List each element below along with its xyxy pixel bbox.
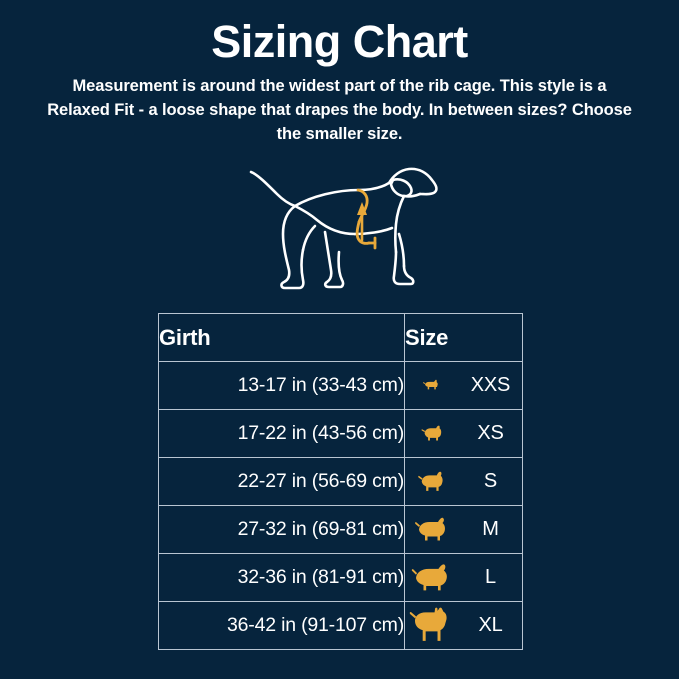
dog-profile-icon: [249, 167, 438, 289]
dog-silhouette-xl-icon: [405, 604, 457, 648]
size-cell: L: [404, 553, 523, 602]
table-body: 13-17 in (33-43 cm) XXS: [158, 361, 523, 650]
header: Sizing Chart Measurement is around the w…: [0, 18, 679, 147]
sizing-table: Girth Size 13-17 in (33-43 cm): [158, 313, 523, 650]
table-row: 22-27 in (56-69 cm) S: [158, 457, 523, 506]
dog-measurement-illustration: [0, 160, 679, 295]
dog-silhouette-xxs-icon: [405, 364, 457, 408]
column-header-girth: Girth: [158, 313, 405, 362]
girth-value: 36-42 in (91-107 cm): [158, 601, 405, 650]
size-value: M: [482, 518, 499, 540]
dog-silhouette-xs-icon: [405, 412, 457, 456]
table-row: 17-22 in (43-56 cm) XS: [158, 409, 523, 458]
size-value: L: [485, 566, 496, 588]
size-cell: XS: [404, 409, 523, 458]
size-value: XS: [477, 422, 504, 444]
girth-tape-icon: [355, 188, 377, 249]
dog-silhouette-m-icon: [405, 508, 457, 552]
size-value: S: [483, 470, 498, 492]
page-subtitle: Measurement is around the widest part of…: [47, 77, 632, 144]
girth-value: 32-36 in (81-91 cm): [158, 553, 405, 602]
table-header-row: Girth Size: [158, 313, 523, 362]
page-title: Sizing Chart: [211, 16, 468, 67]
size-cell: M: [404, 505, 523, 554]
girth-value: 27-32 in (69-81 cm): [158, 505, 405, 554]
size-value: XL: [478, 614, 503, 636]
sizing-table-container: Girth Size 13-17 in (33-43 cm): [158, 313, 523, 650]
dog-silhouette-s-icon: [405, 460, 457, 504]
size-cell: S: [404, 457, 523, 506]
column-header-size: Size: [404, 313, 523, 362]
table-row: 27-32 in (69-81 cm) M: [158, 505, 523, 554]
table-row: 13-17 in (33-43 cm) XXS: [158, 361, 523, 410]
size-value: XXS: [470, 374, 511, 396]
size-cell: XXS: [404, 361, 523, 410]
table-row: 36-42 in (91-107 cm) XL: [158, 601, 523, 650]
size-cell: XL: [404, 601, 523, 650]
table-row: 32-36 in (81-91 cm) L: [158, 553, 523, 602]
dog-silhouette-l-icon: [405, 556, 457, 600]
up-arrow-icon: [357, 201, 367, 241]
girth-value: 13-17 in (33-43 cm): [158, 361, 405, 410]
girth-value: 22-27 in (56-69 cm): [158, 457, 405, 506]
girth-value: 17-22 in (43-56 cm): [158, 409, 405, 458]
